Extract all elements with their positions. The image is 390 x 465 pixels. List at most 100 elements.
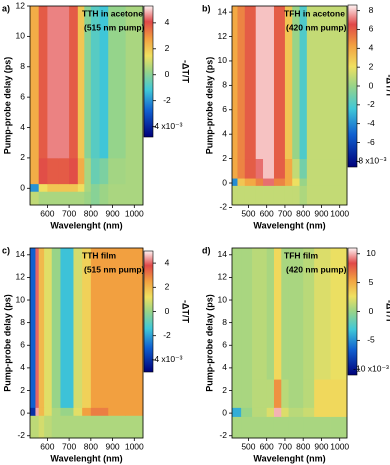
heatmap-cell <box>30 183 40 192</box>
heatmap-cell <box>60 415 74 439</box>
heatmap-cell <box>60 248 74 408</box>
heatmap-cell <box>30 415 36 439</box>
heatmap-cell <box>90 415 109 439</box>
y-tick-label: 12 <box>16 272 26 282</box>
annotation: (420 nm pump) <box>286 264 347 274</box>
heatmap-cell <box>73 407 83 416</box>
heatmap-cell <box>69 191 79 206</box>
x-tick-label: 700 <box>62 441 76 451</box>
heatmap-cell <box>292 6 300 160</box>
x-tick-label: 700 <box>278 441 292 451</box>
y-axis-label: Pump-probe delay (ps) <box>204 294 214 392</box>
heatmap-cell <box>232 185 238 206</box>
heatmap-cell <box>292 185 300 206</box>
heatmap-cell <box>281 379 289 408</box>
heatmap-cell <box>306 178 322 186</box>
colorbar <box>143 5 154 138</box>
heatmap-cell <box>47 6 59 159</box>
x-tick-label: 1000 <box>125 208 144 218</box>
y-tick-label: 6 <box>222 340 227 350</box>
heatmap-cell <box>288 379 304 408</box>
x-tick-label: 600 <box>260 441 274 451</box>
heatmap-cell <box>69 6 79 159</box>
y-axis-label: Pump-probe delay (ps) <box>204 57 214 155</box>
heatmap-cell <box>38 415 45 439</box>
heatmap-cell <box>51 248 61 408</box>
y-tick-label: 2 <box>222 385 227 395</box>
y-tick-label: 4 <box>20 122 25 132</box>
x-tick-label: 600 <box>40 441 54 451</box>
heatmap-cell <box>321 158 348 179</box>
heatmap-cell <box>292 158 300 179</box>
heatmap-cell <box>263 185 275 206</box>
heatmap-cell <box>284 185 293 206</box>
heatmap-cell <box>69 157 79 185</box>
annotation: TTH film <box>82 250 116 260</box>
y-tick-label: 0 <box>20 407 25 417</box>
heatmap-cell <box>30 6 40 159</box>
heatmap-cell <box>306 158 322 179</box>
heatmap-cell <box>38 183 48 192</box>
panel-label: b) <box>202 3 211 13</box>
colorbar-tick-label: 0 <box>369 80 374 90</box>
y-tick-label: 8 <box>20 61 25 71</box>
heatmap-cell <box>273 248 282 380</box>
heatmap-cell <box>303 379 315 408</box>
heatmap-cell <box>314 379 331 408</box>
heatmap-cell <box>51 407 61 416</box>
plot-frame <box>29 247 144 439</box>
heatmap-cell <box>284 158 293 179</box>
heatmap-cell <box>292 178 300 186</box>
y-tick-label: 2 <box>222 153 227 163</box>
heatmap-cell <box>38 407 45 416</box>
panel-label: a) <box>2 3 10 13</box>
colorbar-tick-label: 0 <box>165 69 170 79</box>
heatmap-cell <box>303 407 315 417</box>
colorbar-tick-label: -2 <box>367 99 375 109</box>
heatmap-cell <box>306 6 322 160</box>
heatmap-cell <box>99 191 109 206</box>
colorbar-tick-label: -6 <box>367 137 375 147</box>
x-tick-label: 900 <box>314 441 328 451</box>
x-tick-label: 1000 <box>125 441 144 451</box>
heatmap-cell <box>73 248 83 408</box>
heatmap-cell <box>90 183 100 192</box>
heatmap-cell <box>244 158 257 179</box>
heatmap-cell <box>47 183 59 192</box>
heatmap-cell <box>108 248 127 408</box>
heatmap-cell <box>35 248 40 408</box>
heatmap-cell <box>108 183 127 192</box>
heatmap-cell <box>299 178 308 186</box>
heatmap-cell <box>232 379 242 408</box>
heatmap-cell <box>281 416 289 439</box>
annotation: TTH in acetone <box>82 8 143 18</box>
y-tick-label: 2 <box>20 152 25 162</box>
panel: 600 700 800 900 1000 -2 0 2 4 6 8 10 12 14 Wavelenght … <box>2 245 191 463</box>
annotation: (420 nm pump) <box>286 22 347 32</box>
heatmap-cell <box>266 379 275 408</box>
heatmap-cell <box>281 248 289 380</box>
heatmap-cell <box>47 157 59 185</box>
heatmap-cell <box>299 6 308 160</box>
heatmap-cell <box>44 407 53 416</box>
y-tick-label: 14 <box>218 6 228 16</box>
heatmap-cell <box>266 416 275 439</box>
colorbar-tick-label: 2 <box>165 282 170 292</box>
x-tick-label: 800 <box>296 208 310 218</box>
y-tick-label: 4 <box>20 362 25 372</box>
heatmap-cell <box>38 157 48 185</box>
y-tick-label: 8 <box>222 317 227 327</box>
heatmap-cell <box>44 415 53 439</box>
heatmap-cell <box>252 407 268 417</box>
heatmap-cell <box>237 158 246 179</box>
heatmap-cell <box>288 248 304 380</box>
x-tick-label: 1000 <box>330 441 349 451</box>
x-tick-label: 500 <box>241 208 255 218</box>
plot-frame <box>29 5 144 206</box>
panel-label: c) <box>2 245 10 255</box>
heatmap-cell <box>60 407 74 416</box>
heatmap-cell <box>108 157 127 185</box>
y-tick-label: 0 <box>222 407 227 417</box>
colorbar <box>347 4 358 168</box>
